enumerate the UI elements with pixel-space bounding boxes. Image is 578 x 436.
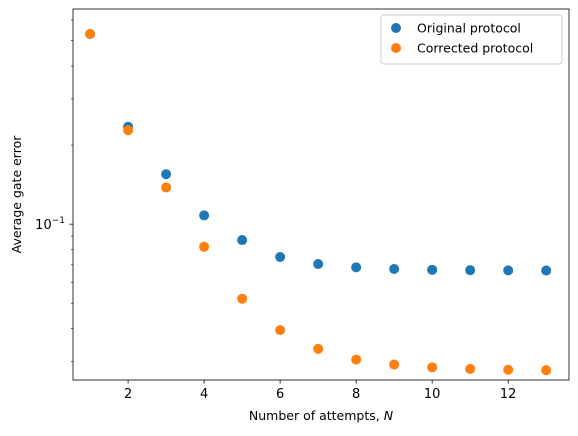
x-tick-label: 4 bbox=[200, 387, 208, 402]
data-point-series-2 bbox=[237, 293, 248, 304]
data-point-series-2 bbox=[427, 362, 438, 373]
legend-box bbox=[380, 14, 563, 65]
data-point-series-2 bbox=[465, 363, 476, 374]
x-tick-label: 10 bbox=[424, 387, 441, 402]
y-tick-label: 10−1 bbox=[35, 216, 65, 233]
legend-label: Original protocol bbox=[417, 21, 521, 36]
x-axis-label: Number of attempts, N bbox=[249, 408, 394, 423]
legend-marker bbox=[391, 23, 401, 33]
data-point-series-1 bbox=[161, 169, 172, 180]
data-point-series-2 bbox=[85, 29, 96, 40]
data-point-series-1 bbox=[351, 262, 362, 273]
legend: Original protocol Corrected protocol bbox=[380, 14, 563, 65]
x-tick-label: 8 bbox=[352, 387, 360, 402]
x-tick-label: 12 bbox=[500, 387, 517, 402]
plot-frame bbox=[72, 8, 570, 381]
y-tick-label-exponent: −1 bbox=[52, 216, 65, 226]
data-point-series-1 bbox=[465, 265, 476, 276]
legend-marker bbox=[391, 43, 401, 53]
x-axis-label-text: Number of attempts, bbox=[249, 408, 384, 423]
data-point-series-2 bbox=[503, 364, 514, 375]
data-point-series-1 bbox=[237, 235, 248, 246]
data-point-series-1 bbox=[503, 265, 514, 276]
data-point-series-1 bbox=[199, 210, 210, 221]
data-point-series-2 bbox=[389, 359, 400, 370]
y-axis-label: Average gate error bbox=[9, 135, 24, 254]
x-tick-label: 2 bbox=[124, 387, 132, 402]
data-points bbox=[85, 29, 552, 376]
legend-label: Corrected protocol bbox=[417, 41, 533, 56]
data-point-series-1 bbox=[313, 259, 324, 270]
data-point-series-2 bbox=[161, 182, 172, 193]
data-point-series-2 bbox=[123, 125, 134, 136]
data-point-series-2 bbox=[199, 241, 210, 252]
data-point-series-2 bbox=[313, 343, 324, 354]
x-axis-label-variable: N bbox=[384, 408, 394, 423]
data-point-series-1 bbox=[427, 264, 438, 275]
data-point-series-2 bbox=[275, 325, 286, 336]
data-point-series-1 bbox=[541, 265, 552, 276]
data-point-series-1 bbox=[389, 263, 400, 274]
x-tick-label: 6 bbox=[276, 387, 284, 402]
data-point-series-2 bbox=[351, 354, 362, 365]
data-point-series-2 bbox=[541, 365, 552, 376]
y-tick-label-base: 10 bbox=[35, 218, 52, 233]
data-point-series-1 bbox=[275, 251, 286, 262]
